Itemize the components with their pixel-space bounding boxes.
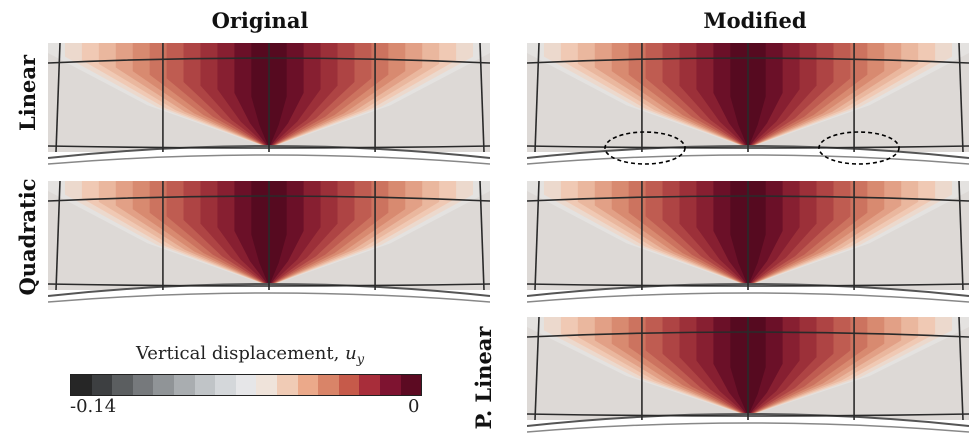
colorbar-swatch	[132, 375, 154, 395]
colorbar-swatch	[194, 375, 216, 395]
panel-original-quadratic	[48, 181, 490, 306]
colorbar-swatch	[91, 375, 113, 395]
colorbar-swatch	[400, 375, 422, 395]
colorbar: Vertical displacement, uy -0.14 0	[60, 336, 440, 426]
colorbar-max-label: 0	[408, 396, 420, 417]
panel-original-linear	[48, 43, 490, 168]
column-title-modified: Modified	[703, 8, 807, 33]
colorbar-swatch	[215, 375, 236, 395]
colorbar-swatch	[379, 375, 401, 395]
row-label-linear: Linear	[15, 54, 40, 132]
colorbar-swatch	[173, 375, 195, 395]
highlight-ellipse-right	[818, 131, 900, 165]
panel-modified-quadratic	[527, 181, 969, 306]
colorbar-gradient	[70, 374, 422, 396]
colorbar-swatch	[71, 375, 92, 395]
panel-modified-linear	[527, 43, 969, 168]
colorbar-swatch	[153, 375, 174, 395]
highlight-ellipse-left	[604, 131, 686, 165]
column-title-original: Original	[211, 8, 309, 33]
panel-modified-p-linear	[527, 317, 969, 436]
colorbar-swatch	[235, 375, 257, 395]
colorbar-swatch	[256, 375, 277, 395]
colorbar-title: Vertical displacement, uy	[135, 343, 365, 368]
row-label-quadratic: Quadratic	[15, 178, 40, 296]
colorbar-min-label: -0.14	[70, 396, 117, 417]
colorbar-swatch	[338, 375, 360, 395]
colorbar-swatch	[297, 375, 319, 395]
colorbar-swatch	[359, 375, 380, 395]
colorbar-swatch	[318, 375, 339, 395]
colorbar-swatch	[112, 375, 133, 395]
colorbar-swatch	[276, 375, 298, 395]
row-label-p-linear: P. Linear	[471, 326, 496, 430]
